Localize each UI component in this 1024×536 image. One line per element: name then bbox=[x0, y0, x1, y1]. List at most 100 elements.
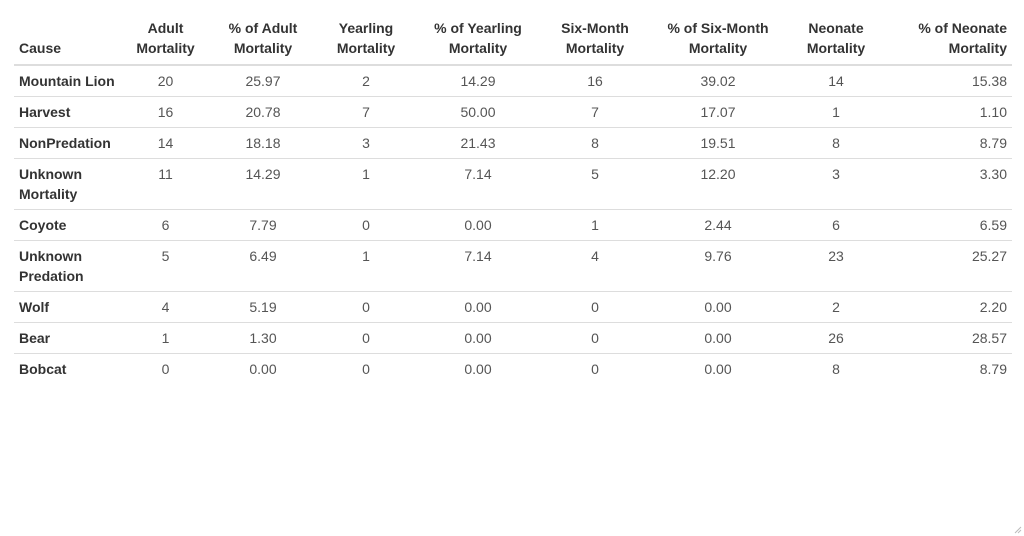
column-header-line: Mortality bbox=[948, 40, 1007, 56]
column-header-yearling-mortality: Yearling Mortality bbox=[322, 12, 410, 66]
value-cell-adult-mortality: 14 bbox=[127, 127, 204, 159]
value-cell-six-month-mortality: 7 bbox=[546, 96, 644, 128]
value-cell-pct-of-neonate-mortality: 6.59 bbox=[880, 209, 1012, 241]
cause-cell: Unknown Mortality bbox=[14, 158, 127, 210]
column-header-six-month-mortality: Six-Month Mortality bbox=[546, 12, 644, 66]
column-header-line: Mortality bbox=[565, 40, 625, 56]
value-cell-six-month-mortality: 8 bbox=[546, 127, 644, 159]
table-body: Mountain Lion 20 25.97 2 14.29 16 39.02 14 15.38… bbox=[14, 65, 1012, 384]
value-cell-adult-mortality: 0 bbox=[127, 353, 204, 384]
value-cell-pct-of-six-month-mortality: 2.44 bbox=[644, 209, 792, 241]
cause-cell: Bobcat bbox=[14, 353, 127, 384]
value-cell-yearling-mortality: 0 bbox=[322, 291, 410, 323]
cause-cell: Unknown Predation bbox=[14, 240, 127, 292]
resize-grip-icon[interactable] bbox=[1012, 524, 1022, 534]
table-row: Wolf 4 5.19 0 0.00 0 0.00 2 2.20 bbox=[14, 291, 1012, 323]
value-cell-adult-mortality: 1 bbox=[127, 322, 204, 354]
value-cell-yearling-mortality: 3 bbox=[322, 127, 410, 159]
value-cell-six-month-mortality: 0 bbox=[546, 353, 644, 384]
value-cell-neonate-mortality: 23 bbox=[792, 240, 880, 292]
value-cell-pct-of-yearling-mortality: 14.29 bbox=[460, 73, 496, 89]
value-cell-six-month-mortality: 1 bbox=[546, 209, 644, 241]
column-header-line: Cause bbox=[19, 40, 62, 56]
value-cell-pct-of-yearling-mortality: 0.00 bbox=[410, 353, 546, 384]
value-cell-pct-of-adult-mortality: 5.19 bbox=[204, 291, 322, 323]
cause-cell: Harvest bbox=[14, 96, 127, 128]
value-cell-pct-of-yearling-mortality: 21.43 bbox=[410, 127, 546, 159]
value-cell-pct-of-neonate-mortality: 3.30 bbox=[880, 158, 1012, 210]
column-header-pct-of-yearling-mortality: % of Yearling Mortality bbox=[410, 12, 546, 66]
column-header-neonate-mortality: Neonate Mortality bbox=[792, 12, 880, 66]
table-row: Bear 1 1.30 0 0.00 0 0.00 26 28.57 bbox=[14, 322, 1012, 354]
value-cell-neonate-mortality: 3 bbox=[792, 158, 880, 210]
value-cell-pct-of-adult-mortality: 20.78 bbox=[204, 96, 322, 128]
value-cell-six-month-mortality: 16 bbox=[587, 73, 603, 89]
table-row: Mountain Lion 20 25.97 2 14.29 16 39.02 14 15.38 bbox=[14, 65, 1012, 97]
value-cell-pct-of-neonate-mortality: 8.79 bbox=[880, 127, 1012, 159]
value-cell-pct-of-six-month-mortality: 12.20 bbox=[644, 158, 792, 210]
value-cell-yearling-mortality: 7 bbox=[322, 96, 410, 128]
value-cell-pct-of-adult-mortality: 0.00 bbox=[204, 353, 322, 384]
value-cell-pct-of-six-month-mortality: 0.00 bbox=[644, 291, 792, 323]
column-header-line: Mortality bbox=[233, 40, 293, 56]
value-cell-six-month-mortality: 5 bbox=[546, 158, 644, 210]
value-cell-pct-of-six-month-mortality: 39.02 bbox=[700, 73, 736, 89]
cause-cell: Mountain Lion bbox=[19, 73, 115, 89]
cause-cell: Bear bbox=[14, 322, 127, 354]
value-cell-pct-of-neonate-mortality: 15.38 bbox=[971, 73, 1007, 89]
column-header-line: Adult bbox=[147, 20, 184, 36]
table-row: Bobcat 0 0.00 0 0.00 0 0.00 8 8.79 bbox=[14, 353, 1012, 384]
column-header-adult-mortality: Adult Mortality bbox=[127, 12, 204, 66]
value-cell-pct-of-yearling-mortality: 7.14 bbox=[410, 240, 546, 292]
value-cell-pct-of-adult-mortality: 1.30 bbox=[204, 322, 322, 354]
value-cell-yearling-mortality: 1 bbox=[322, 158, 410, 210]
value-cell-pct-of-yearling-mortality: 0.00 bbox=[410, 291, 546, 323]
value-cell-neonate-mortality: 8 bbox=[792, 127, 880, 159]
value-cell-pct-of-neonate-mortality: 25.27 bbox=[880, 240, 1012, 292]
value-cell-pct-of-neonate-mortality: 8.79 bbox=[880, 353, 1012, 384]
value-cell-six-month-mortality: 0 bbox=[546, 322, 644, 354]
column-header-pct-of-neonate-mortality: % of Neonate Mortality bbox=[880, 12, 1012, 66]
value-cell-six-month-mortality: 0 bbox=[546, 291, 644, 323]
value-cell-pct-of-six-month-mortality: 9.76 bbox=[644, 240, 792, 292]
table-header-row: Cause Adult Mortality% of Adult Mortality Ye… bbox=[14, 12, 1012, 66]
mortality-table-container: Cause Adult Mortality% of Adult Mortality Ye… bbox=[14, 12, 1012, 384]
column-header-line: % of Neonate bbox=[918, 20, 1007, 36]
table-row: Unknown Predation 5 6.49 1 7.14 4 9.76 23 25.27 bbox=[14, 240, 1012, 292]
value-cell-pct-of-six-month-mortality: 17.07 bbox=[644, 96, 792, 128]
column-header-pct-of-six-month-mortality: % of Six-Month Mortality bbox=[644, 12, 792, 66]
value-cell-adult-mortality: 16 bbox=[127, 96, 204, 128]
value-cell-pct-of-yearling-mortality: 50.00 bbox=[410, 96, 546, 128]
value-cell-pct-of-yearling-mortality: 0.00 bbox=[410, 209, 546, 241]
value-cell-adult-mortality: 6 bbox=[127, 209, 204, 241]
value-cell-neonate-mortality: 2 bbox=[792, 291, 880, 323]
column-header-line: Mortality bbox=[336, 40, 396, 56]
column-header-cause: Cause bbox=[14, 12, 127, 66]
value-cell-neonate-mortality: 6 bbox=[792, 209, 880, 241]
value-cell-adult-mortality: 4 bbox=[127, 291, 204, 323]
value-cell-pct-of-six-month-mortality: 19.51 bbox=[644, 127, 792, 159]
value-cell-pct-of-adult-mortality: 18.18 bbox=[204, 127, 322, 159]
column-header-line: Mortality bbox=[448, 40, 508, 56]
value-cell-pct-of-adult-mortality: 6.49 bbox=[204, 240, 322, 292]
value-cell-pct-of-adult-mortality: 25.97 bbox=[245, 73, 281, 89]
value-cell-pct-of-adult-mortality: 14.29 bbox=[204, 158, 322, 210]
value-cell-pct-of-six-month-mortality: 0.00 bbox=[644, 322, 792, 354]
value-cell-yearling-mortality: 0 bbox=[322, 209, 410, 241]
value-cell-neonate-mortality: 26 bbox=[792, 322, 880, 354]
table-row: Harvest 16 20.78 7 50.00 7 17.07 1 1.10 bbox=[14, 96, 1012, 128]
value-cell-pct-of-neonate-mortality: 2.20 bbox=[880, 291, 1012, 323]
value-cell-neonate-mortality: 8 bbox=[792, 353, 880, 384]
table-row: NonPredation 14 18.18 3 21.43 8 19.51 8 8.79 bbox=[14, 127, 1012, 159]
value-cell-yearling-mortality: 0 bbox=[322, 353, 410, 384]
value-cell-adult-mortality: 20 bbox=[157, 73, 174, 89]
table-row: Coyote 6 7.79 0 0.00 1 2.44 6 6.59 bbox=[14, 209, 1012, 241]
value-cell-yearling-mortality: 1 bbox=[322, 240, 410, 292]
value-cell-pct-of-yearling-mortality: 7.14 bbox=[410, 158, 546, 210]
column-header-line: Neonate bbox=[808, 20, 864, 36]
cause-cell: NonPredation bbox=[14, 127, 127, 159]
column-header-line: Mortality bbox=[136, 40, 195, 56]
table-row: Unknown Mortality 11 14.29 1 7.14 5 12.20 3 3.30 bbox=[14, 158, 1012, 210]
value-cell-adult-mortality: 11 bbox=[127, 158, 204, 210]
cause-cell: Wolf bbox=[14, 291, 127, 323]
